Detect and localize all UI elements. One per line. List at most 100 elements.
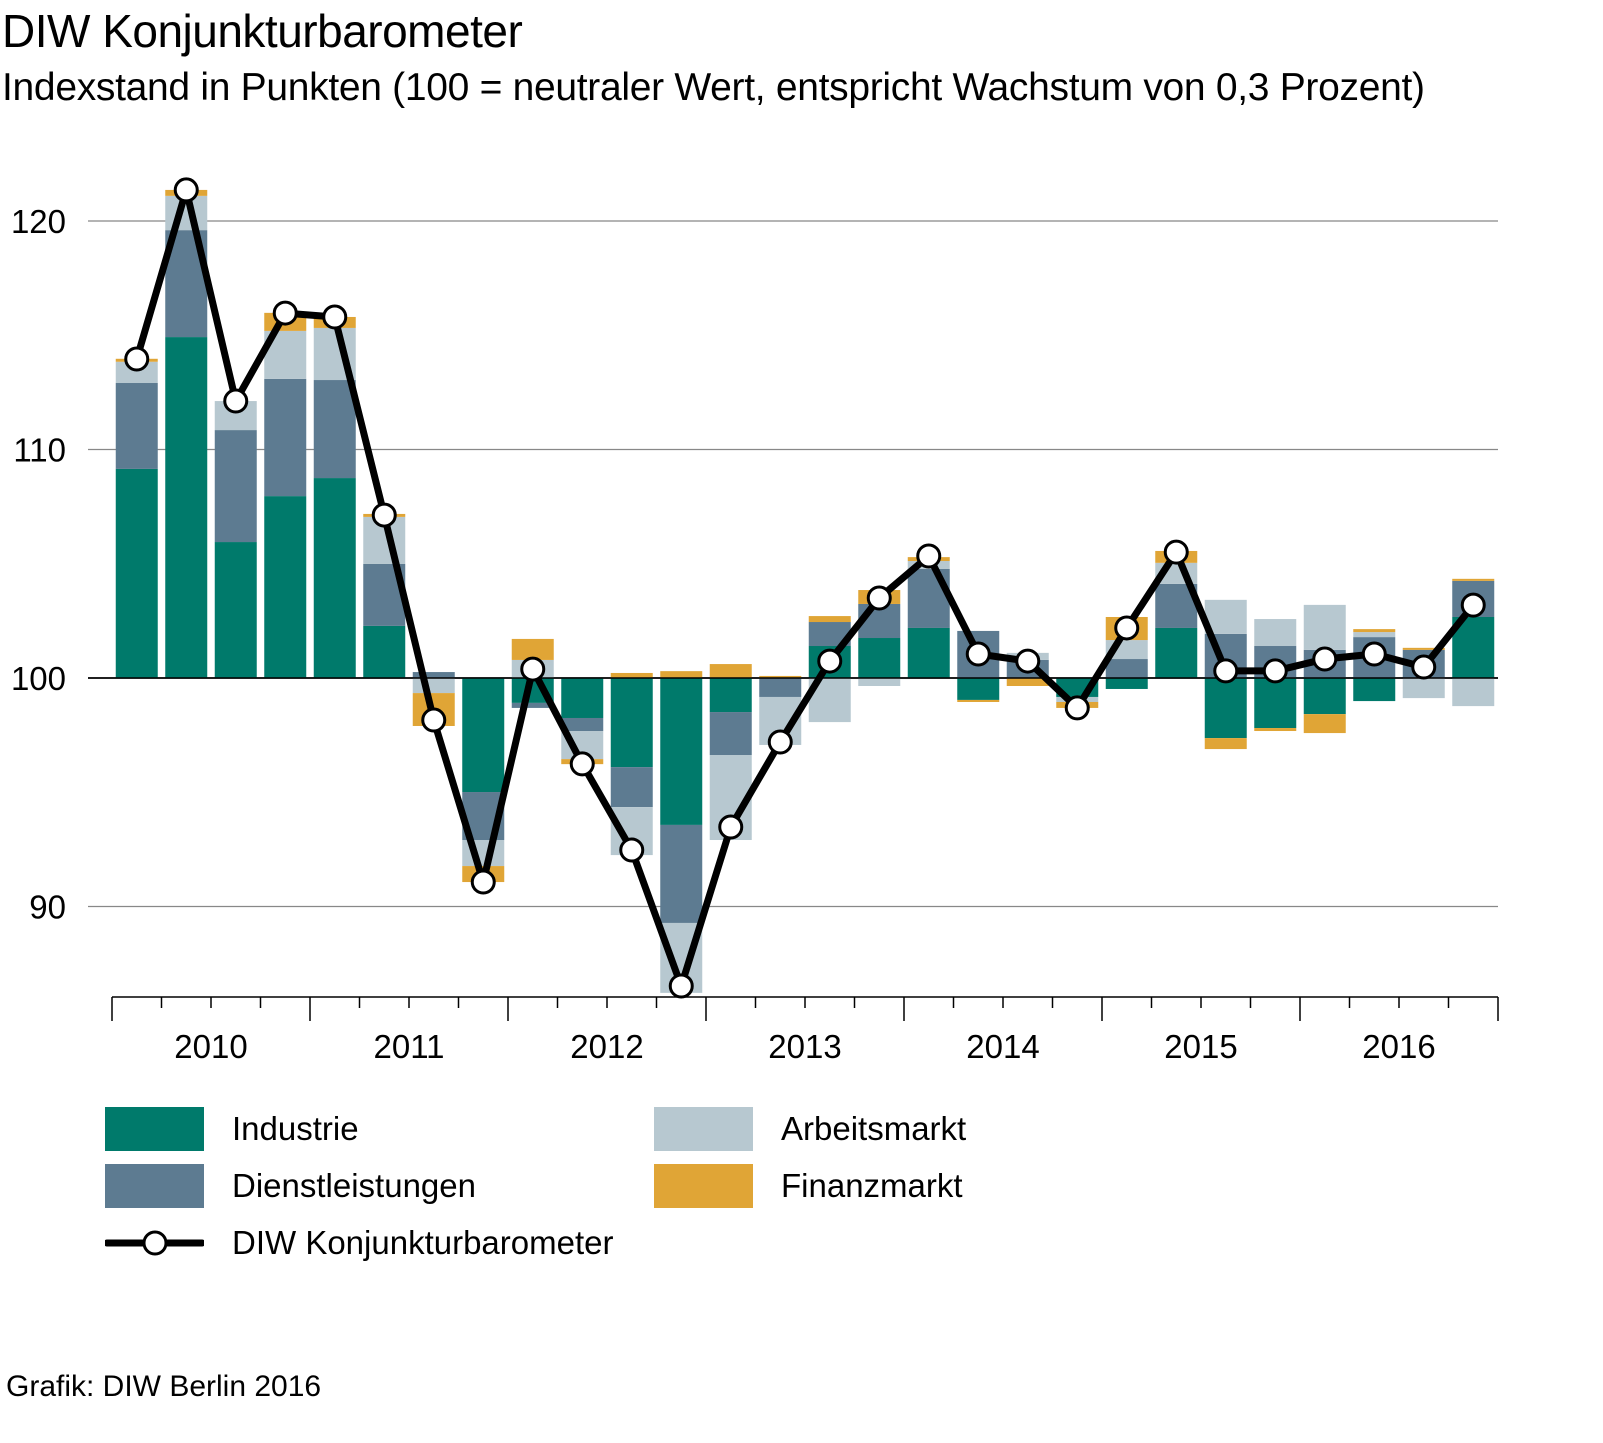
bar-industrie [1254, 678, 1297, 729]
x-tick-label: 2016 [1362, 1028, 1435, 1065]
bar-industrie [1303, 678, 1346, 715]
legend-label: Finanzmarkt [781, 1167, 963, 1204]
bar-industrie [462, 678, 505, 793]
barometer-point [619, 837, 645, 863]
barometer-point [1411, 654, 1437, 680]
barometer-point [173, 177, 199, 203]
barometer-point [272, 300, 298, 326]
legend-swatch-industrie [105, 1107, 204, 1151]
bar-arbeitsmarkt [412, 678, 455, 694]
bar-arbeitsmarkt [115, 361, 158, 384]
bar-industrie [858, 638, 901, 678]
legend-item-industrie: Industrie [105, 1107, 359, 1151]
bar-industrie [957, 678, 1000, 700]
bar-finanzmarkt [610, 672, 653, 678]
barometer-point [866, 585, 892, 611]
chart-title: DIW Konjunkturbarometer [2, 5, 523, 57]
barometer-point [817, 648, 843, 674]
barometer-point [569, 751, 595, 777]
bar-dienstleistungen [1105, 659, 1148, 678]
bar-dienstleistungen [759, 678, 802, 697]
bar-finanzmarkt [511, 638, 554, 660]
legend-label: DIW Konjunkturbarometer [232, 1224, 614, 1261]
bar-finanzmarkt [808, 616, 851, 623]
legend-item-finanzmarkt: Finanzmarkt [654, 1164, 963, 1208]
bar-dienstleistungen [115, 383, 158, 469]
y-tick-label: 90 [29, 889, 66, 926]
barometer-point [124, 346, 150, 372]
y-tick-label: 110 [13, 432, 66, 469]
bar-arbeitsmarkt [858, 678, 901, 686]
chart-subtitle: Indexstand in Punkten (100 = neutraler W… [2, 66, 1425, 109]
bar-dienstleistungen [808, 622, 851, 647]
bar-dienstleistungen [511, 702, 554, 708]
source-note: Grafik: DIW Berlin 2016 [6, 1370, 322, 1403]
barometer-point [371, 502, 397, 528]
bar-industrie [264, 496, 307, 678]
barometer-point [1114, 615, 1140, 641]
barometer-point [668, 973, 694, 999]
barometer-point [1312, 646, 1338, 672]
bar-industrie [363, 625, 406, 678]
bar-dienstleistungen [412, 672, 455, 678]
bar-finanzmarkt [1402, 647, 1445, 650]
legend-swatch-finanzmarkt [654, 1164, 753, 1208]
bar-industrie [1353, 678, 1396, 702]
bar-arbeitsmarkt [1254, 619, 1297, 647]
barometer-point [1015, 648, 1041, 674]
barometer-point [520, 656, 546, 682]
bar-finanzmarkt [957, 699, 1000, 702]
barometer-point [767, 729, 793, 755]
barometer-point [718, 814, 744, 840]
bar-dienstleistungen [214, 430, 257, 543]
bar-industrie [165, 337, 208, 678]
x-tick-label: 2014 [966, 1028, 1039, 1065]
bar-industrie [1105, 678, 1148, 689]
barometer-point [223, 388, 249, 414]
legend-line-marker-icon [105, 1230, 204, 1256]
legend-label: Dienstleistungen [232, 1167, 476, 1204]
bar-dienstleistungen [660, 824, 703, 923]
legend-label: Industrie [232, 1110, 359, 1147]
x-tick-label: 2015 [1164, 1028, 1237, 1065]
bar-industrie [660, 678, 703, 825]
y-tick-label: 120 [11, 203, 66, 240]
barometer-point [1213, 658, 1239, 684]
barometer-point [916, 543, 942, 569]
barometer-point [1361, 641, 1387, 667]
bar-industrie [115, 468, 158, 678]
bar-dienstleistungen [610, 767, 653, 808]
bar-industrie [907, 627, 950, 678]
bar-industrie [1155, 627, 1198, 678]
bar-dienstleistungen [313, 380, 356, 479]
bar-arbeitsmarkt [1402, 678, 1445, 699]
y-tick-label: 100 [11, 660, 66, 697]
barometer-point [1064, 695, 1090, 721]
bar-dienstleistungen [264, 378, 307, 497]
bar-arbeitsmarkt [1452, 678, 1495, 707]
barometer-point [470, 869, 496, 895]
barometer-point [965, 641, 991, 667]
bar-finanzmarkt [709, 664, 752, 678]
legend-item-arbeitsmarkt: Arbeitsmarkt [654, 1107, 966, 1151]
bar-dienstleistungen [561, 717, 604, 732]
x-tick-label: 2013 [768, 1028, 841, 1065]
bar-finanzmarkt [1204, 738, 1247, 750]
bar-finanzmarkt [1254, 728, 1297, 732]
legend-swatch-dienstleistungen [105, 1164, 204, 1208]
bar-finanzmarkt [759, 675, 802, 678]
barometer-point [421, 707, 447, 733]
barometer-point [1163, 539, 1189, 565]
barometer-point [1460, 592, 1486, 618]
barometer-point [1262, 658, 1288, 684]
legend-swatch-arbeitsmarkt [654, 1107, 753, 1151]
bar-finanzmarkt [1006, 678, 1049, 686]
bar-finanzmarkt [1353, 629, 1396, 633]
legend-label: Arbeitsmarkt [781, 1110, 967, 1147]
bar-industrie [214, 542, 257, 678]
bar-arbeitsmarkt [1303, 604, 1346, 650]
bar-industrie [709, 678, 752, 713]
bar-industrie [313, 478, 356, 678]
